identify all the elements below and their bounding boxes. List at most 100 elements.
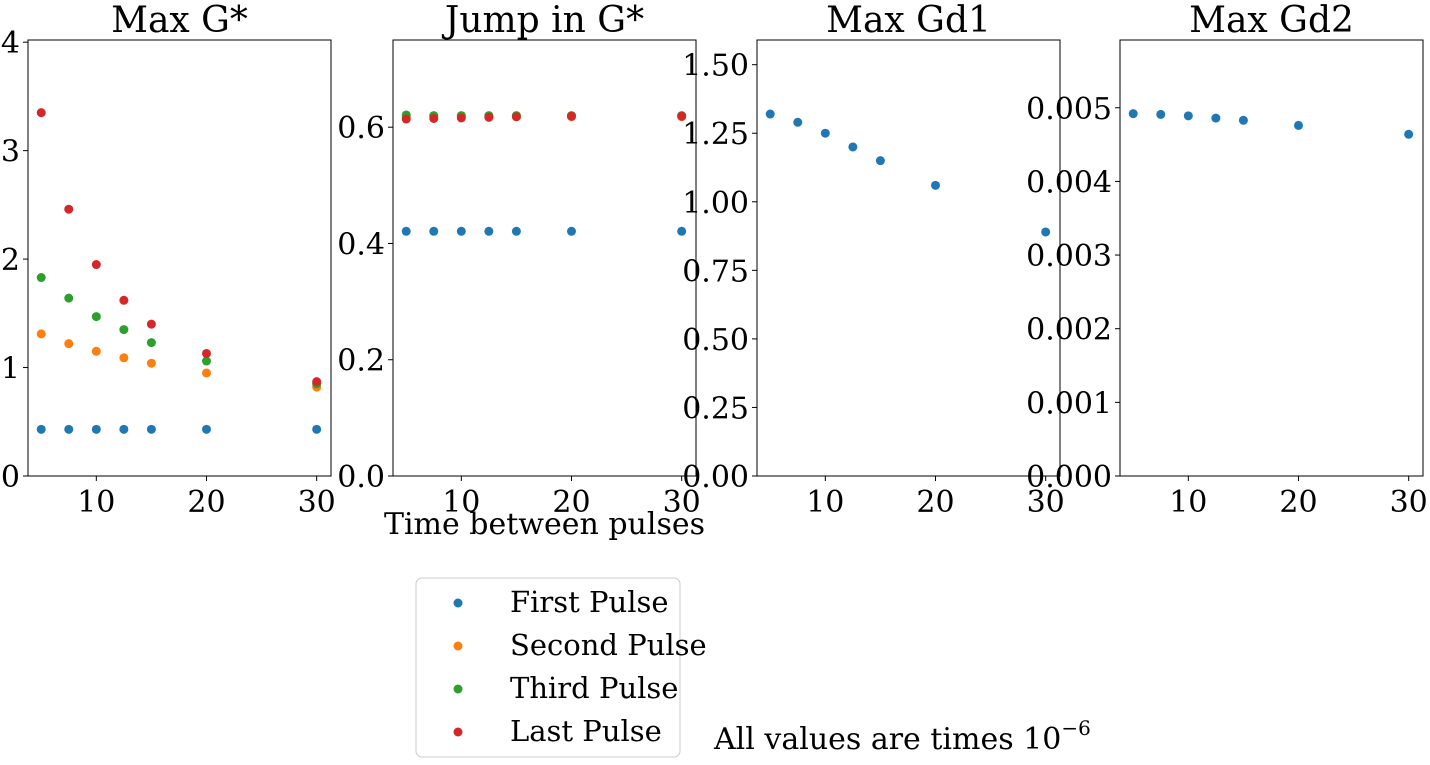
data-point-last-pulse xyxy=(146,319,156,329)
y-tick-label: 0.00 xyxy=(682,460,749,495)
data-point-first-pulse xyxy=(511,226,521,236)
subplot-title: Jump in G* xyxy=(441,0,644,41)
legend-marker-second-pulse xyxy=(453,641,463,651)
data-point-first-pulse xyxy=(1041,227,1051,237)
plot-frame xyxy=(27,39,332,477)
data-point-last-pulse xyxy=(511,112,521,122)
subplot-max-g: 10 20 30 0 1 2 3 4 Max G* xyxy=(1,0,336,520)
data-point-first-pulse xyxy=(1183,111,1193,121)
data-point-second-pulse xyxy=(64,339,74,349)
x-tick-label: 20 xyxy=(552,485,590,520)
data-point-first-pulse xyxy=(793,117,803,127)
x-tick-label: 20 xyxy=(916,485,954,520)
data-point-first-pulse xyxy=(201,424,211,434)
data-point-last-pulse xyxy=(36,108,46,118)
data-point-last-pulse xyxy=(484,112,494,122)
legend-label-last-pulse: Last Pulse xyxy=(510,714,662,748)
x-tick-label: 30 xyxy=(1027,485,1065,520)
data-point-first-pulse xyxy=(566,226,576,236)
data-point-first-pulse xyxy=(1128,109,1138,119)
x-axis-label: Time between pulses xyxy=(384,507,705,542)
subplot-title: Max G* xyxy=(111,0,248,41)
subplot-title: Max Gd1 xyxy=(826,0,991,41)
data-point-first-pulse xyxy=(1211,113,1221,123)
data-point-last-pulse xyxy=(456,113,466,123)
y-tick-label: 0.6 xyxy=(337,111,385,146)
plot-frame xyxy=(1119,39,1424,477)
data-point-third-pulse xyxy=(64,293,74,303)
data-point-first-pulse xyxy=(1404,129,1414,139)
subplot-title: Max Gd2 xyxy=(1189,0,1354,41)
data-point-last-pulse xyxy=(119,295,129,305)
data-point-first-pulse xyxy=(64,424,74,434)
x-tick-label: 10 xyxy=(77,485,115,520)
legend-box xyxy=(415,577,681,758)
scale-note-exponent: −6 xyxy=(1061,716,1090,740)
data-point-first-pulse xyxy=(820,128,830,138)
data-point-last-pulse xyxy=(429,113,439,123)
data-point-last-pulse xyxy=(677,111,687,121)
y-tick-label: 0.002 xyxy=(1026,313,1112,348)
data-point-first-pulse xyxy=(91,424,101,434)
data-point-first-pulse xyxy=(848,142,858,152)
y-tick-label: 0.001 xyxy=(1026,386,1112,421)
y-tick-label: 0 xyxy=(1,460,20,495)
data-point-first-pulse xyxy=(146,424,156,434)
data-point-last-pulse xyxy=(401,114,411,124)
data-point-first-pulse xyxy=(119,424,129,434)
data-point-first-pulse xyxy=(677,226,687,236)
y-tick-label: 0.4 xyxy=(337,227,385,262)
x-tick-label: 10 xyxy=(442,485,480,520)
subplot-max-gd1: 10 20 30 0.00 0.25 0.50 0.75 1.00 1.25 1.50 Max Gd… xyxy=(682,0,1065,520)
data-point-second-pulse xyxy=(36,329,46,339)
subplot-max-gd2: 10 20 300.0000.0010.0020.0030.0040.005Max … xyxy=(1026,0,1428,520)
data-point-third-pulse xyxy=(201,356,211,366)
y-tick-label: 4 xyxy=(1,26,20,61)
y-tick-label: 0.2 xyxy=(337,344,385,379)
scale-note: All values are times 10−6 xyxy=(713,716,1091,757)
y-tick-label: 1.50 xyxy=(682,49,749,84)
y-tick-label: 0.25 xyxy=(682,391,749,426)
subplot-jump-in-g: 10 20 30 0.0 0.2 0.4 0.6 Jump in G* Time between… xyxy=(337,0,705,542)
legend: First Pulse Second Pulse Third Pulse Las… xyxy=(415,577,707,758)
data-point-first-pulse xyxy=(312,424,322,434)
data-point-last-pulse xyxy=(566,111,576,121)
legend-label-third-pulse: Third Pulse xyxy=(510,671,678,705)
x-tick-label: 20 xyxy=(1279,485,1317,520)
x-tick-label: 30 xyxy=(663,485,701,520)
data-point-first-pulse xyxy=(484,226,494,236)
y-tick-label: 0.000 xyxy=(1026,460,1112,495)
data-point-second-pulse xyxy=(119,353,129,363)
data-point-first-pulse xyxy=(1238,115,1248,125)
data-point-last-pulse xyxy=(312,377,322,387)
data-point-first-pulse xyxy=(765,109,775,119)
x-tick-label: 20 xyxy=(187,485,225,520)
data-point-second-pulse xyxy=(201,368,211,378)
x-tick-label: 30 xyxy=(298,485,336,520)
data-point-third-pulse xyxy=(146,338,156,348)
data-point-third-pulse xyxy=(36,273,46,283)
legend-label-first-pulse: First Pulse xyxy=(510,585,669,619)
data-point-third-pulse xyxy=(119,325,129,335)
plot-frame xyxy=(756,39,1061,477)
y-tick-label: 0.75 xyxy=(682,254,749,289)
data-point-last-pulse xyxy=(91,260,101,270)
data-point-first-pulse xyxy=(429,226,439,236)
y-tick-label: 0.003 xyxy=(1026,239,1112,274)
x-tick-label: 10 xyxy=(806,485,844,520)
y-tick-label: 0.50 xyxy=(682,323,749,358)
data-point-last-pulse xyxy=(64,204,74,214)
data-point-second-pulse xyxy=(91,346,101,356)
legend-marker-first-pulse xyxy=(453,598,463,608)
legend-label-second-pulse: Second Pulse xyxy=(510,628,707,662)
data-point-first-pulse xyxy=(36,424,46,434)
x-tick-label: 30 xyxy=(1390,485,1428,520)
data-point-second-pulse xyxy=(146,358,156,368)
data-point-first-pulse xyxy=(875,156,885,166)
scale-note-text: All values are times 10 xyxy=(713,722,1061,757)
y-tick-label: 0.004 xyxy=(1026,165,1112,200)
data-point-first-pulse xyxy=(1156,109,1166,119)
data-point-third-pulse xyxy=(91,312,101,322)
